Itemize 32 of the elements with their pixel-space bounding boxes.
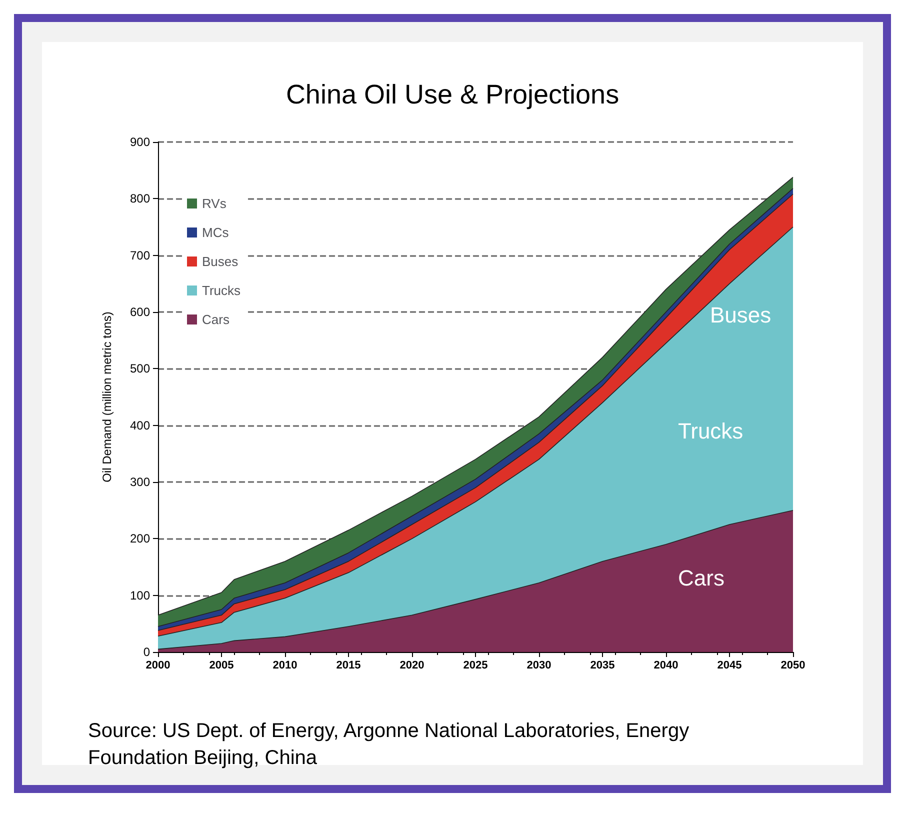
legend-label: Cars — [202, 312, 230, 327]
chart-title: China Oil Use & Projections — [286, 80, 620, 110]
x-tick-label: 2020 — [400, 660, 424, 672]
y-tick-label: 700 — [130, 248, 150, 262]
x-tick-label: 2030 — [526, 660, 552, 672]
x-tick-label: 2050 — [780, 660, 806, 672]
y-tick-label: 900 — [130, 135, 150, 149]
y-tick-label: 400 — [130, 418, 150, 432]
y-tick-label: 800 — [130, 192, 150, 206]
y-axis-title: Oil Demand (million metric tons) — [100, 312, 114, 482]
legend-label: Trucks — [202, 283, 242, 298]
legend-label: MCs — [202, 225, 230, 240]
x-tick-label: 2035 — [590, 660, 615, 672]
annotation: Cars — [678, 566, 724, 590]
annotation: Buses — [710, 302, 772, 328]
y-tick-label: 300 — [130, 475, 150, 489]
x-tick-label: 2015 — [336, 660, 361, 672]
x-tick-label: 2010 — [272, 660, 298, 672]
source-note: Source: US Dept. of Energy, Argonne National Laboratories, Energy Foundation Beijing, China — [88, 719, 690, 771]
x-tick-label: 2000 — [146, 660, 170, 672]
legend-label: Buses — [202, 254, 239, 269]
legend-label: RVs — [202, 196, 227, 211]
x-tick-label: 2040 — [654, 660, 678, 672]
annotation: Trucks — [678, 418, 744, 444]
y-tick-label: 100 — [130, 588, 150, 602]
y-tick-label: 500 — [130, 362, 150, 376]
x-tick-label: 2045 — [717, 660, 742, 672]
x-tick-label: 2025 — [463, 660, 488, 672]
y-tick-label: 0 — [143, 645, 150, 659]
y-tick-label: 600 — [130, 305, 150, 319]
y-tick-label: 200 — [130, 532, 150, 546]
x-tick-label: 2005 — [209, 660, 234, 672]
